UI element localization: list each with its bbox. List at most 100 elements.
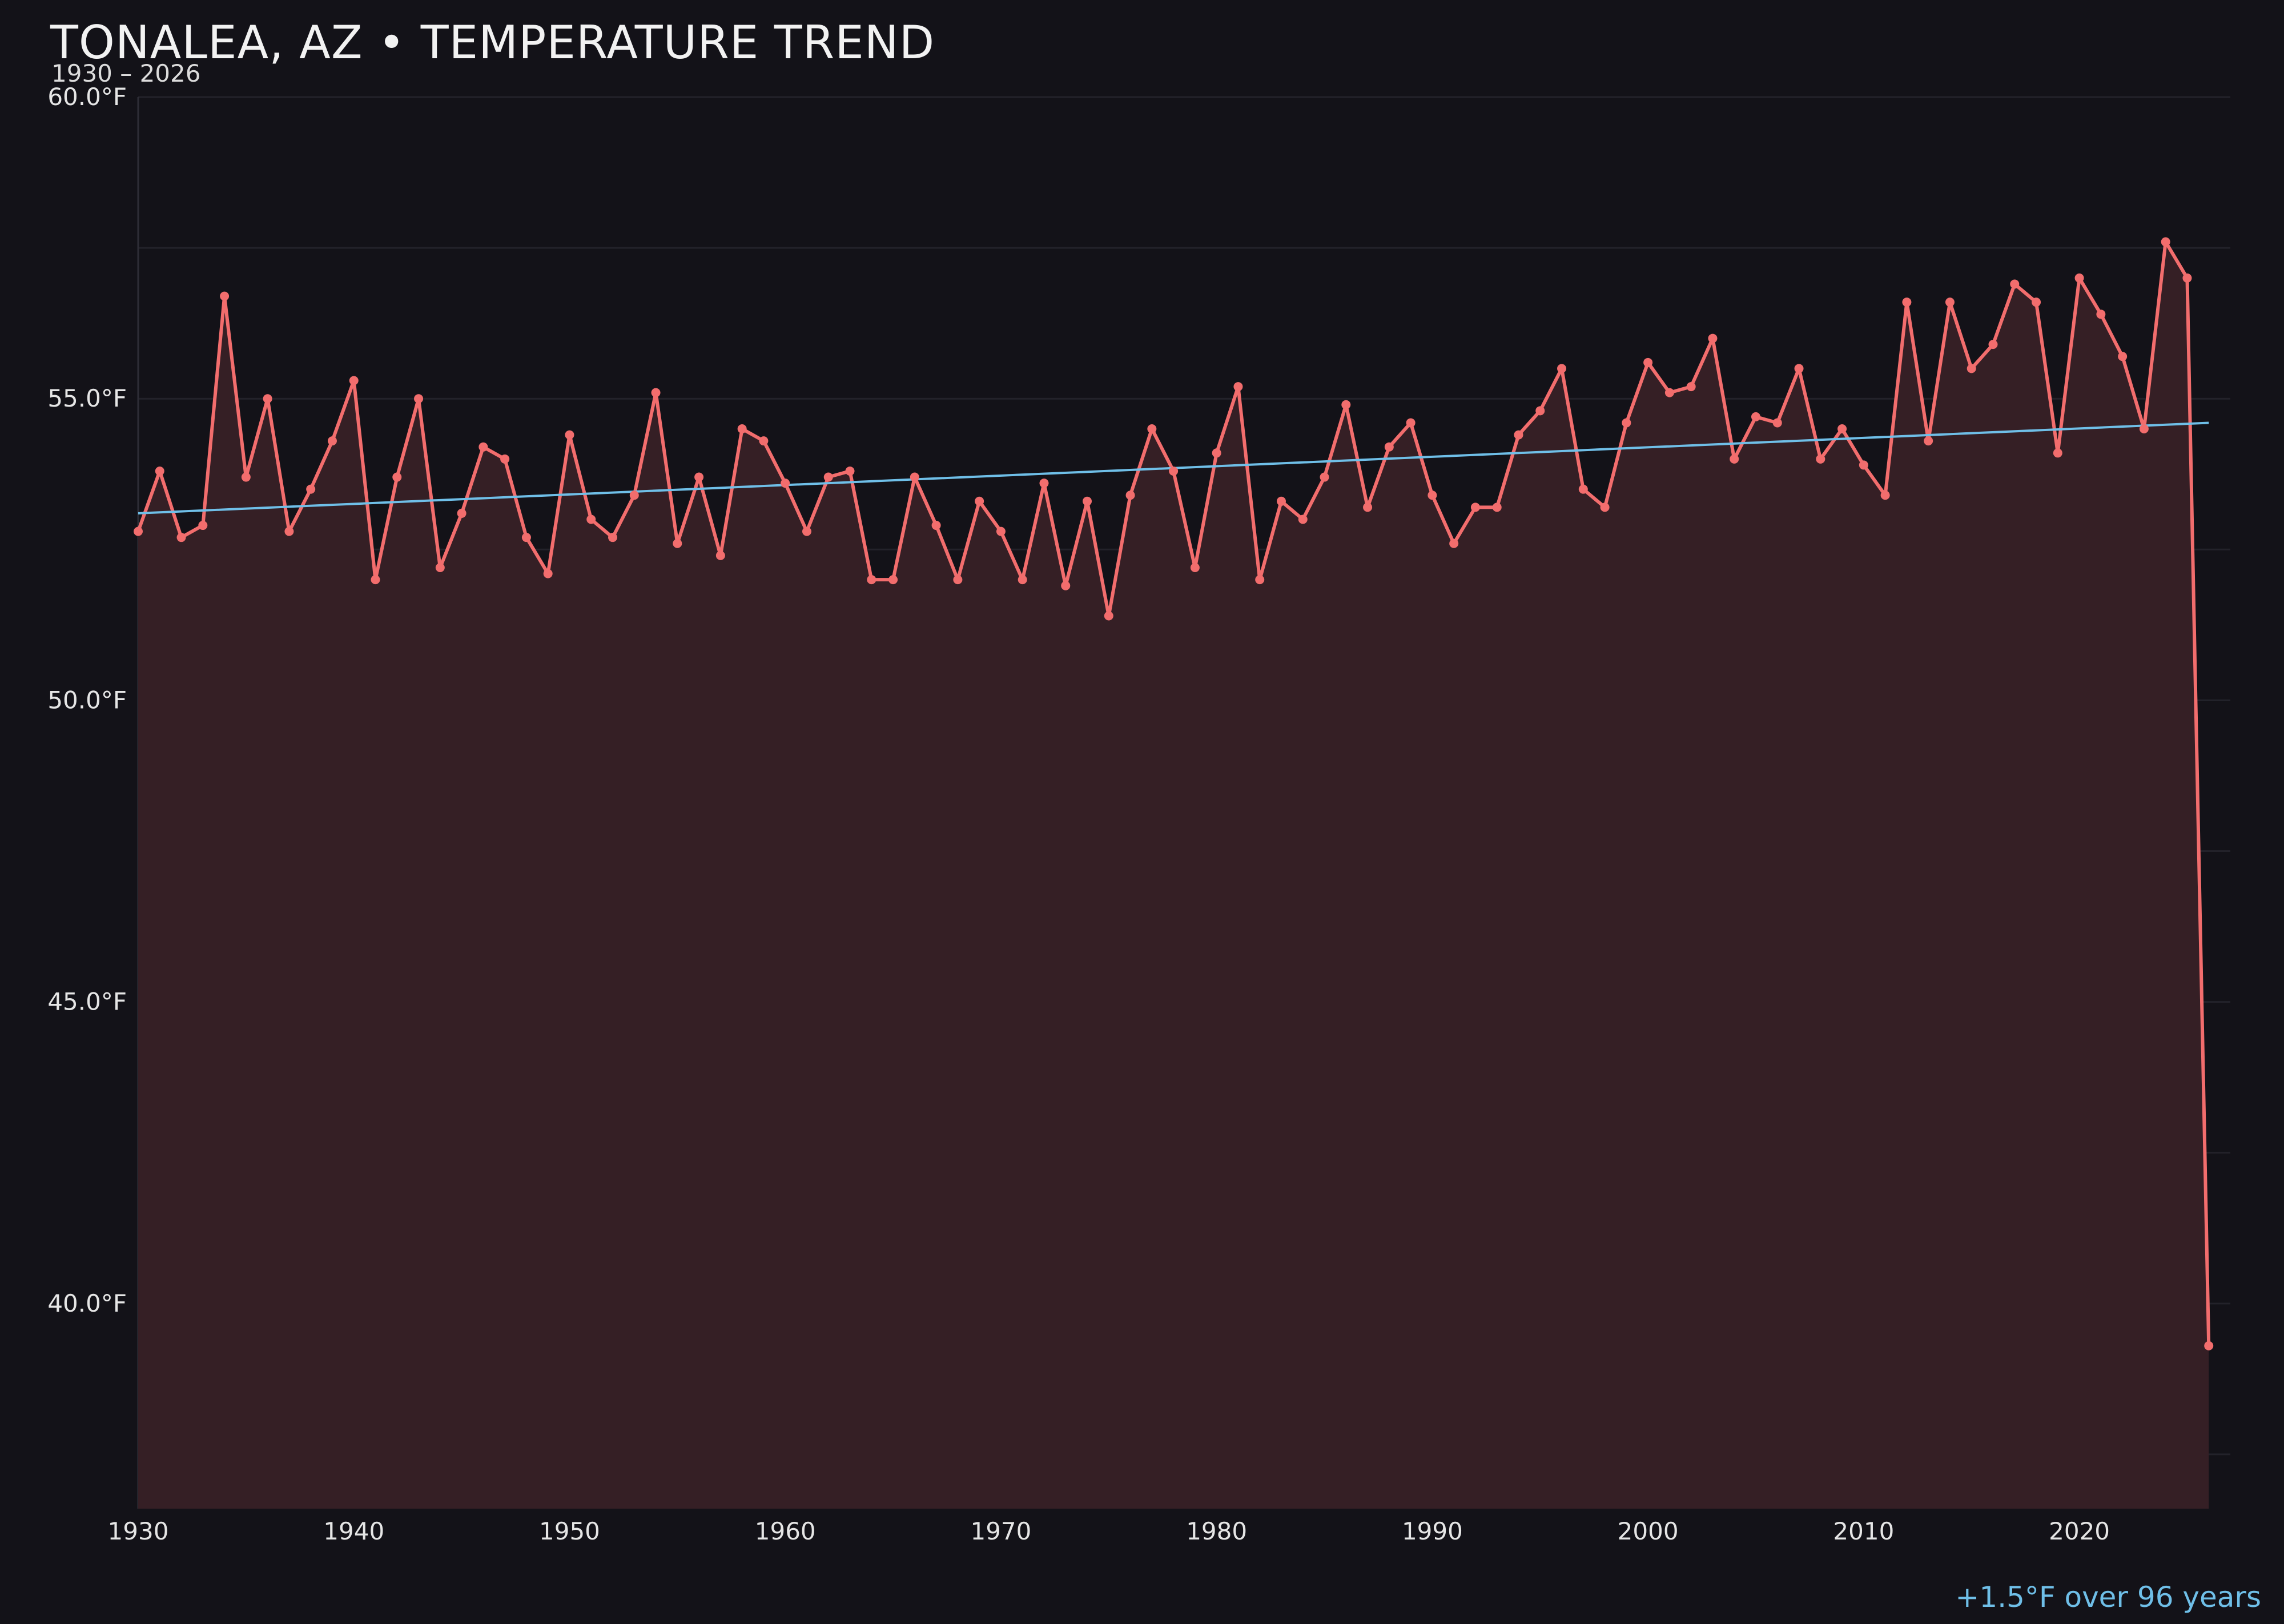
data-point (1320, 472, 1329, 482)
y-tick-label: 60.0°F (47, 83, 127, 111)
data-point (1233, 382, 1243, 392)
data-point (1018, 575, 1027, 585)
data-point (155, 466, 164, 476)
data-point (1276, 496, 1286, 506)
data-point (1190, 563, 1200, 572)
data-point (781, 479, 790, 488)
data-point (2053, 448, 2062, 458)
data-point (500, 454, 510, 464)
y-tick-label: 45.0°F (47, 988, 127, 1016)
data-point (1212, 448, 1221, 458)
data-point (1557, 364, 1567, 373)
data-point (1104, 611, 1113, 621)
x-tick-label: 2020 (2049, 1517, 2110, 1545)
data-point (2118, 352, 2128, 361)
data-point (1730, 454, 1739, 464)
data-point (543, 569, 553, 578)
data-point (888, 575, 898, 585)
data-point (1772, 418, 1782, 428)
data-point (1514, 430, 1523, 440)
data-point (1945, 298, 1955, 307)
data-point (478, 442, 488, 452)
x-tick-label: 1970 (970, 1517, 1031, 1545)
data-point (349, 376, 359, 385)
data-point (996, 526, 1006, 536)
data-point (1427, 491, 1437, 500)
x-tick-label: 1930 (108, 1517, 169, 1545)
data-point (2139, 424, 2149, 434)
data-point (910, 472, 919, 482)
data-point (198, 521, 208, 530)
data-point (1816, 454, 1825, 464)
chart-subtitle: 1930 – 2026 (51, 59, 201, 87)
data-point (2096, 309, 2106, 319)
data-point (263, 394, 272, 404)
data-point (715, 550, 725, 560)
x-tick-label: 1980 (1186, 1517, 1247, 1545)
data-point (1880, 491, 1890, 500)
data-point (435, 563, 445, 572)
x-tick-label: 2000 (1618, 1517, 1679, 1545)
data-point (1708, 333, 1718, 343)
data-point (1341, 400, 1351, 409)
area-fill (138, 242, 2209, 1509)
data-point (1449, 538, 1459, 548)
data-point (2010, 279, 2020, 289)
data-point (371, 575, 380, 585)
data-point (220, 291, 230, 301)
data-point (867, 575, 876, 585)
data-point (1169, 466, 1179, 476)
x-tick-label: 2010 (1833, 1517, 1894, 1545)
data-point (1751, 412, 1760, 421)
data-point (1988, 340, 1998, 349)
data-point (759, 436, 769, 446)
x-tick-label: 1940 (323, 1517, 384, 1545)
data-point (1039, 479, 1049, 488)
data-point (1147, 424, 1157, 434)
data-point (2182, 273, 2192, 283)
data-point (1298, 514, 1308, 524)
data-point (284, 526, 294, 536)
data-point (1924, 436, 1933, 446)
data-point (414, 394, 424, 404)
data-point (1363, 503, 1373, 512)
data-point (629, 491, 639, 500)
data-point (1384, 442, 1394, 452)
data-point (134, 526, 143, 536)
data-point (521, 533, 531, 542)
x-tick-label: 1960 (755, 1517, 816, 1545)
data-point (1492, 503, 1502, 512)
data-point (1061, 581, 1071, 590)
data-point (565, 430, 574, 440)
data-point (2032, 298, 2041, 307)
data-point (1859, 460, 1868, 470)
data-point (392, 472, 402, 482)
trend-note: +1.5°F over 96 years (1955, 1581, 2261, 1614)
data-point (1083, 496, 1092, 506)
data-point (1470, 503, 1480, 512)
data-point (845, 466, 855, 476)
data-point (673, 538, 682, 548)
data-point (953, 575, 963, 585)
y-tick-label: 50.0°F (47, 686, 127, 714)
x-tick-label: 1990 (1402, 1517, 1463, 1545)
data-point (802, 526, 811, 536)
data-point (1967, 364, 1976, 373)
data-point (1622, 418, 1631, 428)
data-point (1643, 357, 1653, 367)
data-point (1664, 388, 1674, 397)
data-point (1902, 298, 1912, 307)
data-point (1255, 575, 1265, 585)
data-point (176, 533, 186, 542)
data-point (1600, 503, 1610, 512)
data-point (241, 472, 251, 482)
data-point (586, 514, 596, 524)
data-point (327, 436, 337, 446)
data-point (1125, 491, 1135, 500)
data-point (651, 388, 661, 397)
data-point (457, 508, 467, 518)
data-point (1794, 364, 1804, 373)
data-point (1535, 406, 1545, 416)
